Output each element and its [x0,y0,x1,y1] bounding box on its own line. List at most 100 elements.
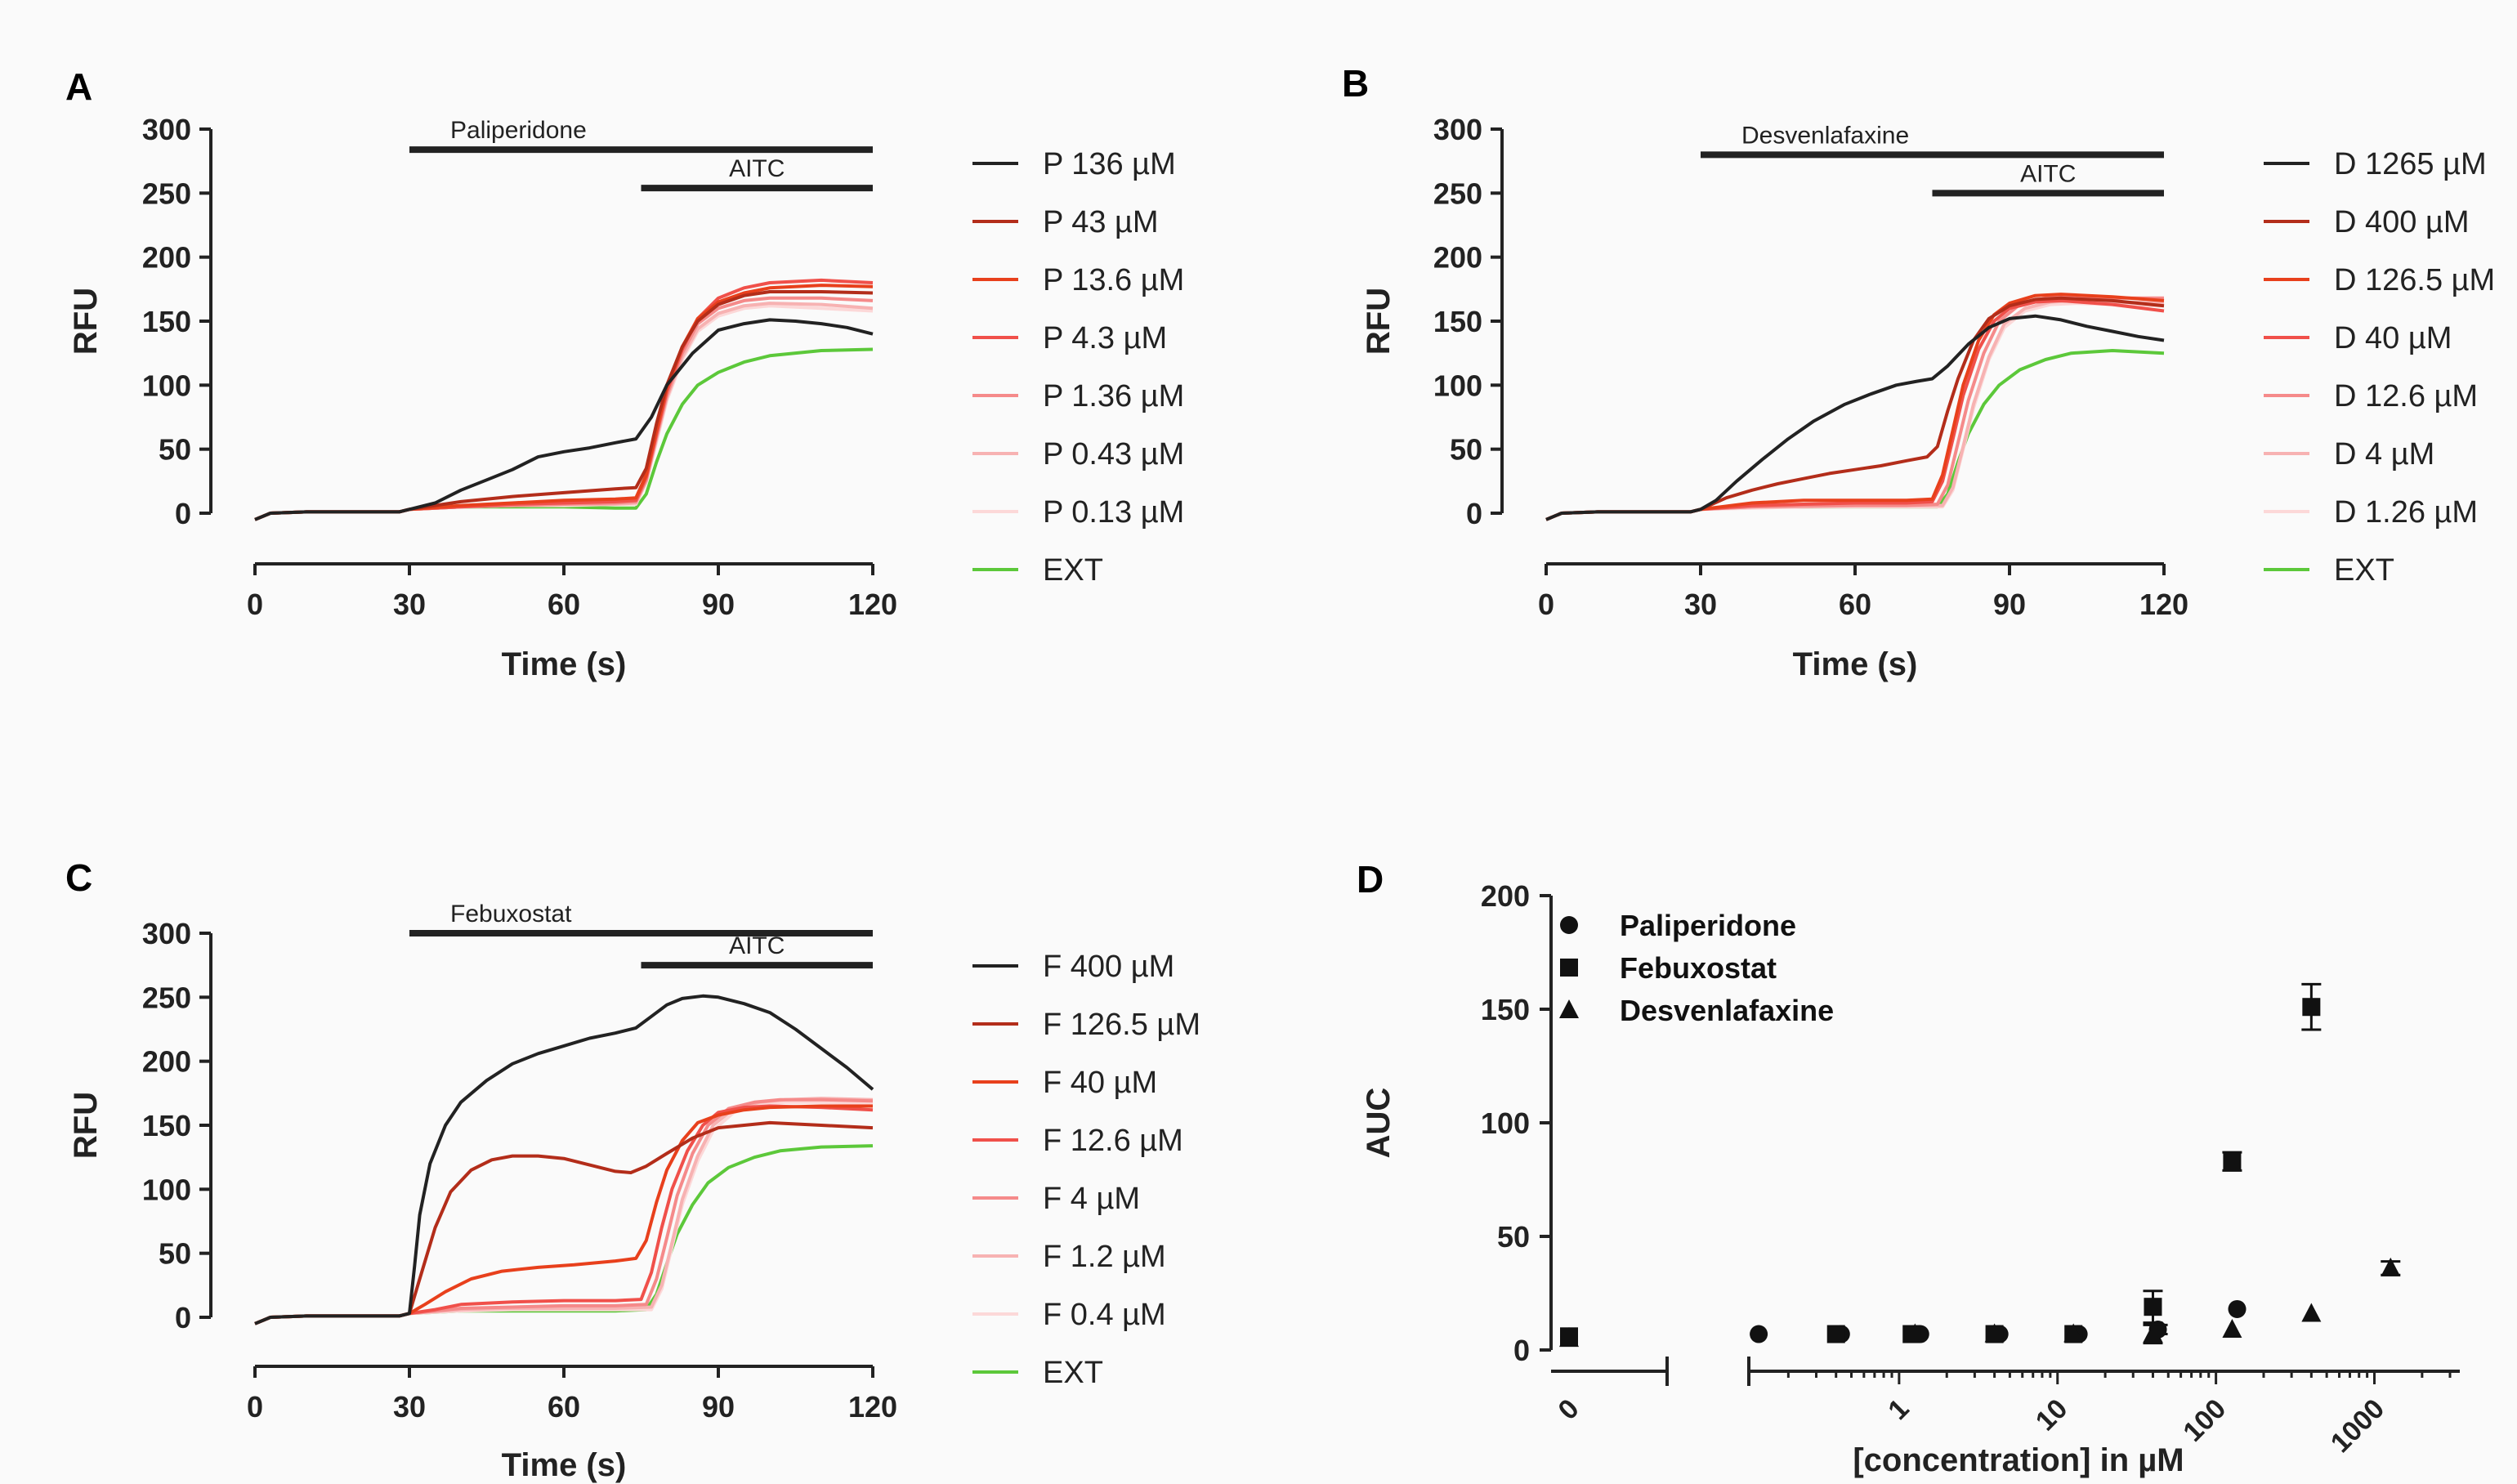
data-point-circle [2228,1299,2247,1318]
y-tick-label: 100 [142,369,191,402]
x-axis-label: [concentration] in µM [1853,1442,2184,1478]
y-tick-label: 0 [1466,497,1482,530]
legend-label: D 1265 µM [2334,147,2487,181]
x-tick-label: 120 [848,588,897,621]
x-axis-label: Time (s) [502,1447,627,1483]
legend-label: Paliperidone [1620,909,1796,942]
treatment-label: AITC [2020,160,2076,187]
y-tick-label: 250 [142,177,191,210]
series-line [1545,314,2165,521]
y-axis-label: AUC [1361,1088,1397,1159]
data-point-triangle [2063,1323,2084,1343]
y-axis-label: RFU [68,288,104,355]
legend-label: EXT [2334,553,2394,588]
y-tick-label: 200 [142,1045,191,1079]
treatment-label: AITC [729,932,785,959]
legend-label: D 40 µM [2334,321,2452,355]
y-tick-label: 300 [1433,113,1482,146]
y-axis-label: RFU [1361,288,1397,355]
legend-label: Febuxostat [1620,951,1777,985]
panel-a-chart: 0 50 100 150 200 250 300 RFU 0 30 60 90 120 Time (s) P… [68,113,1184,682]
x-tick-label: 120 [848,1390,897,1424]
treatment-label: Desvenlafaxine [1741,122,1909,149]
legend-label: F 1.2 µM [1043,1240,1166,1274]
x-tick-label: 0 [1538,588,1554,621]
panel-label-b: B [1342,62,1369,105]
x-tick-label: 60 [1839,588,1871,621]
panel-b-chart: 0 50 100 150 200 250 300 RFU 0 30 60 90 120 Time (s) D… [1361,113,2495,682]
y-tick-label: 100 [142,1173,191,1206]
legend-label: F 4 µM [1043,1182,1140,1216]
legend-label: D 4 µM [2334,437,2434,472]
x-tick-label: 90 [702,588,735,621]
x-tick-label: 30 [393,1390,426,1424]
legend-label: D 1.26 µM [2334,495,2478,530]
y-tick-label: 150 [142,1109,191,1142]
x-tick-label: 60 [548,588,580,621]
y-tick-label: 300 [142,113,191,146]
data-point-square [2144,1298,2162,1316]
legend-marker [1560,916,1578,934]
y-tick-label: 150 [1433,305,1482,338]
x-tick-label: 30 [1684,588,1717,621]
y-tick-label: 0 [175,1301,191,1334]
data-point-square [2223,1152,2242,1171]
data-point-triangle [1559,1328,1579,1348]
x-axis-label: Time (s) [1793,646,1918,682]
y-tick-label: 200 [1481,879,1530,913]
y-tick-label: 50 [159,433,191,467]
legend-label: EXT [1043,1356,1103,1390]
y-tick-label: 0 [175,497,191,530]
legend-label: P 43 µM [1043,205,1159,239]
legend-label: D 12.6 µM [2334,379,2478,413]
data-point-triangle [1984,1323,2005,1343]
series-line [254,318,874,521]
legend-label: P 136 µM [1043,147,1176,181]
x-tick-label: 60 [548,1390,580,1424]
legend-label: P 0.43 µM [1043,437,1184,472]
panel-label-a: A [65,65,92,108]
y-tick-label: 150 [142,305,191,338]
x-axis-label: Time (s) [502,646,627,682]
treatment-label: Febuxostat [450,901,572,928]
treatment-label: AITC [729,155,785,182]
data-point-triangle [2381,1257,2401,1276]
series-line [254,994,874,1325]
panel-c-chart: 0 50 100 150 200 250 300 RFU 0 30 60 90 120 Time (s) F… [68,901,1200,1483]
legend-label: P 4.3 µM [1043,321,1167,355]
data-point-triangle [2143,1323,2163,1343]
legend-label: F 12.6 µM [1043,1124,1183,1158]
y-tick-label: 50 [159,1237,191,1271]
x-tick-label: 120 [2139,588,2188,621]
y-tick-label: 0 [1513,1334,1530,1367]
y-tick-label: 50 [1450,433,1482,467]
y-tick-label: 50 [1497,1220,1530,1254]
y-tick-label: 150 [1481,993,1530,1026]
y-axis-label: RFU [68,1092,104,1159]
y-tick-label: 200 [1433,241,1482,275]
legend-marker [1560,959,1578,977]
legend-label: D 400 µM [2334,205,2470,239]
legend-label: F 400 µM [1043,950,1174,984]
y-tick-label: 200 [142,241,191,275]
legend-label: EXT [1043,553,1103,588]
x-tick-label: 0 [247,588,263,621]
x-tick-label: 30 [393,588,426,621]
y-tick-label: 300 [142,917,191,950]
y-tick-label: 100 [1481,1106,1530,1140]
data-point-triangle [2301,1303,2322,1322]
x-tick-label: 0 [247,1390,263,1424]
legend-marker [1559,999,1579,1018]
x-tick-label: 90 [702,1390,735,1424]
y-tick-label: 100 [1433,369,1482,402]
legend-label: P 1.36 µM [1043,379,1184,413]
legend-label: D 126.5 µM [2334,263,2495,297]
y-tick-label: 250 [142,981,191,1014]
data-point-triangle [1905,1323,1925,1343]
x-tick-label: 90 [1993,588,2026,621]
legend-label: F 40 µM [1043,1066,1157,1100]
legend-label: P 13.6 µM [1043,263,1184,297]
panel-label-d: D [1357,858,1384,901]
panel-label-c: C [65,856,92,899]
